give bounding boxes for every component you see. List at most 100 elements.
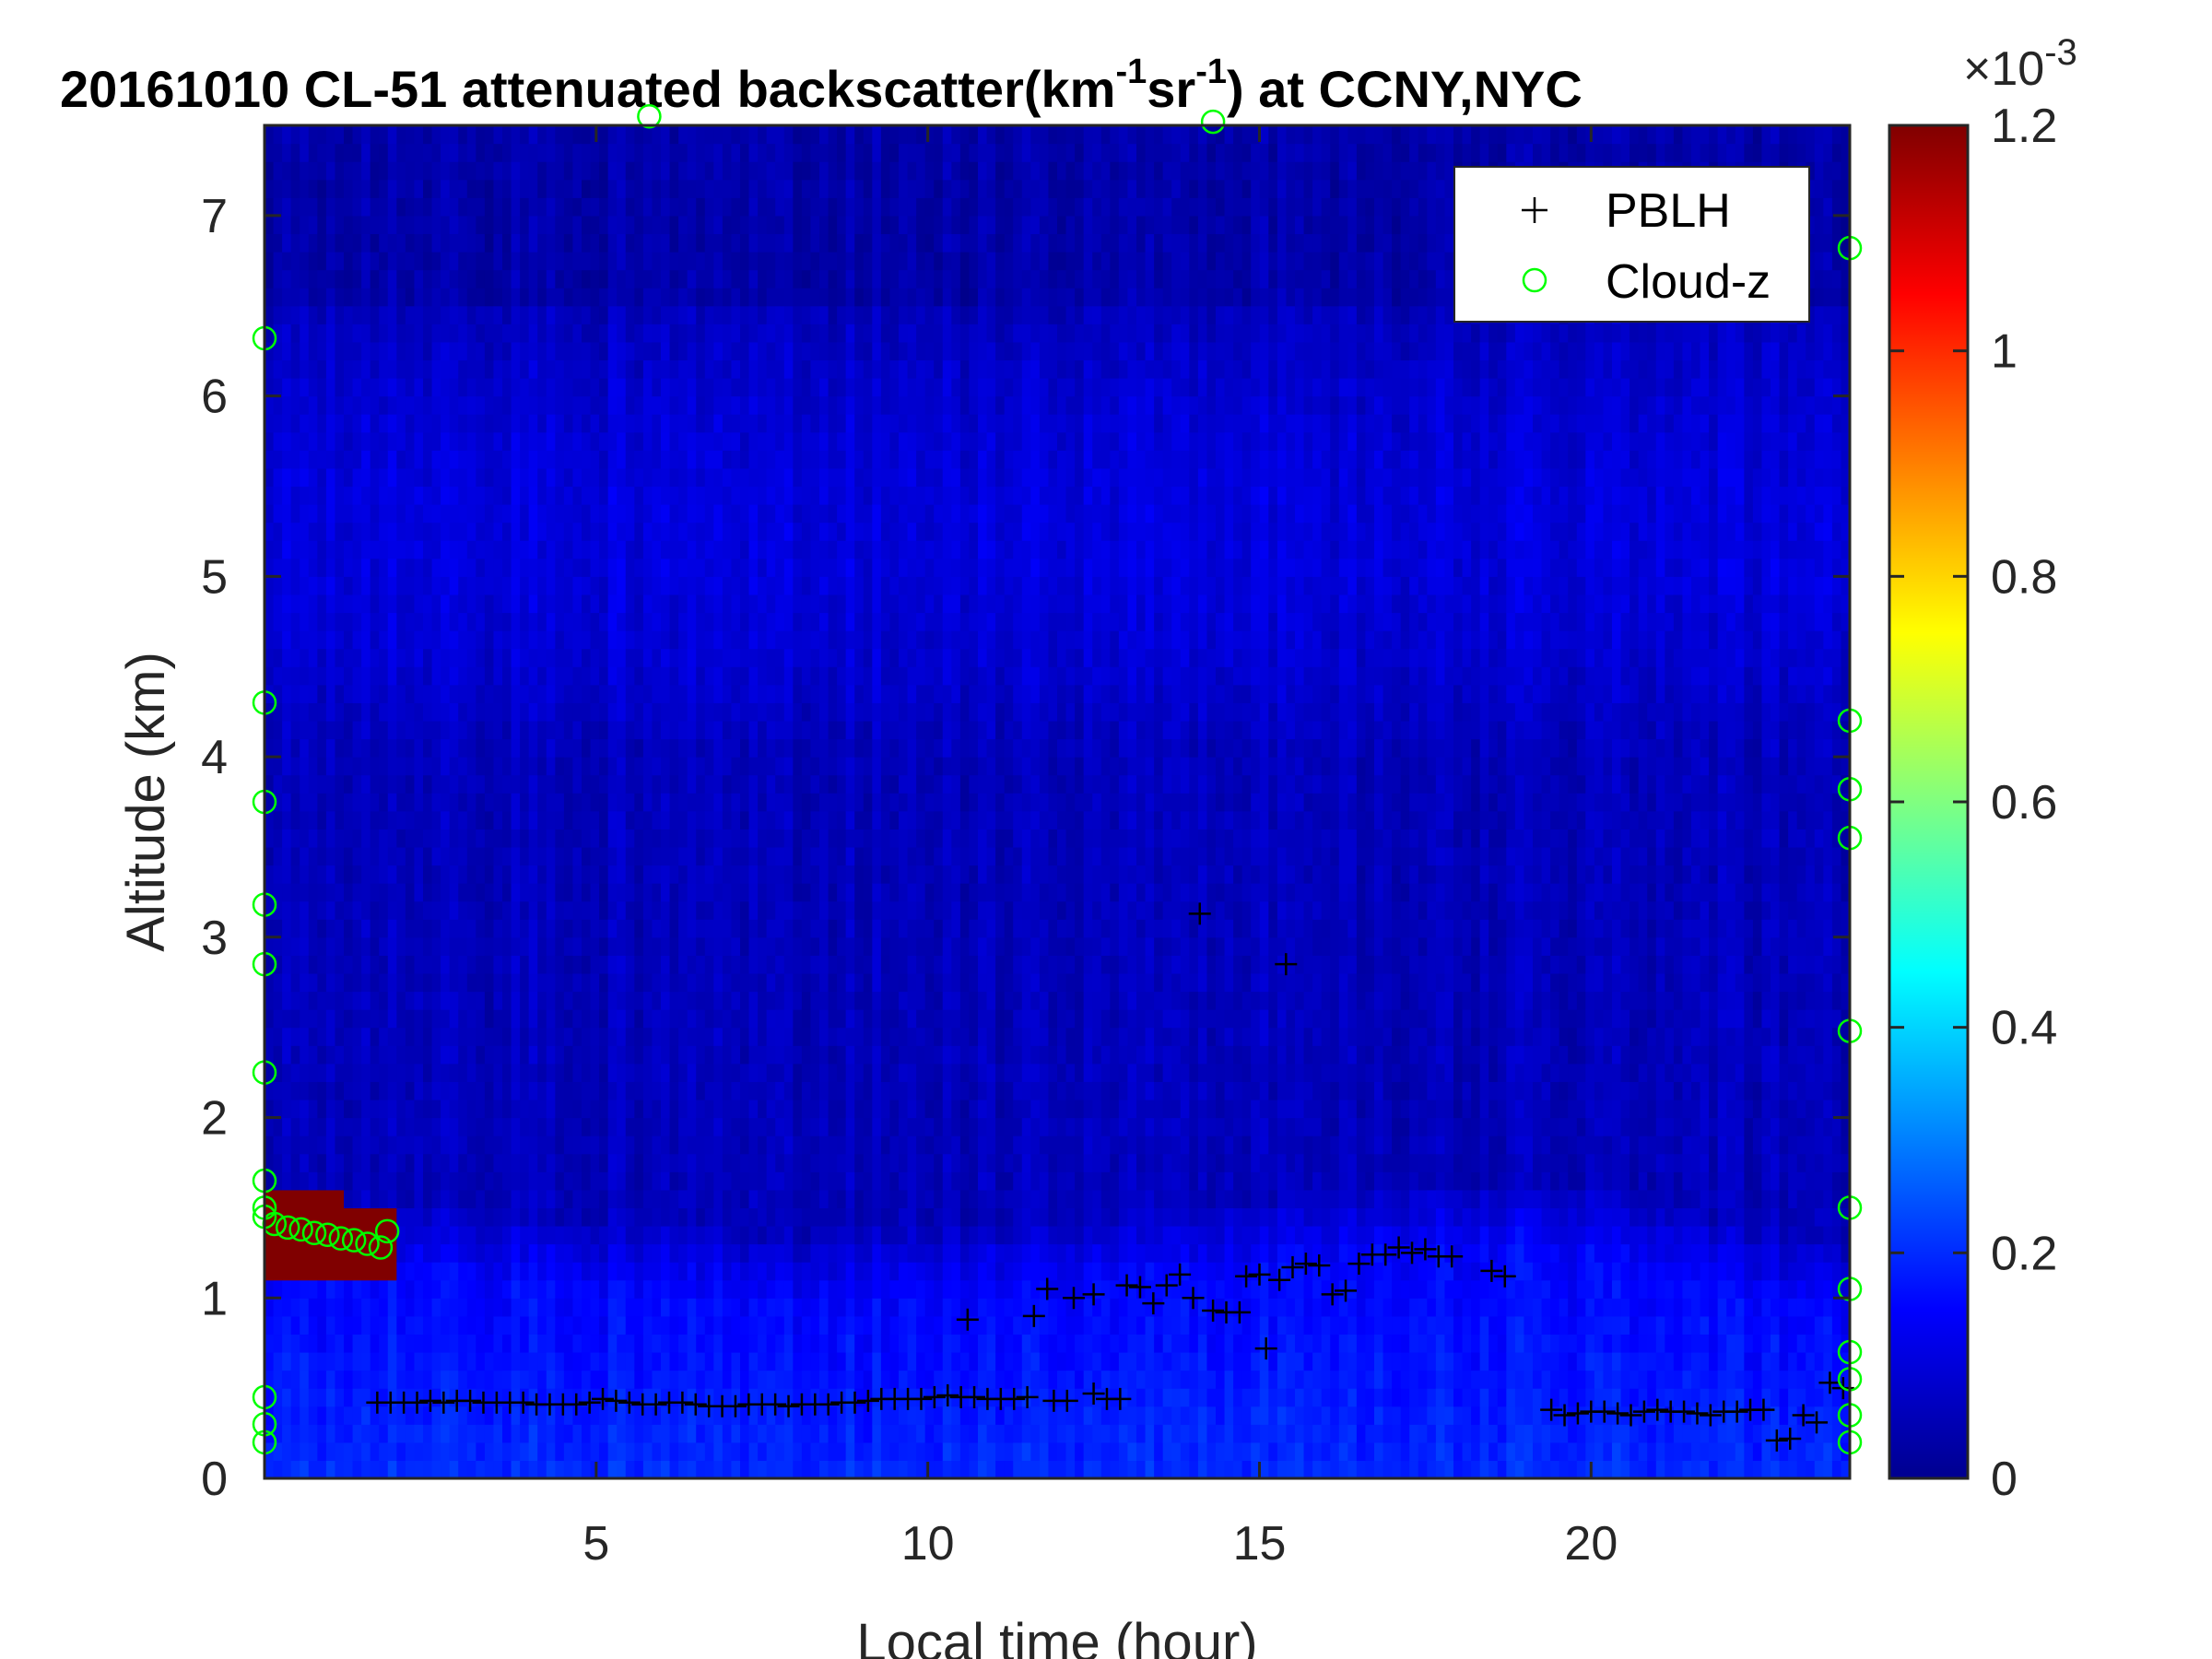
legend-box <box>1453 166 1810 323</box>
pblh-point <box>1619 1404 1642 1427</box>
pblh-point <box>764 1393 787 1416</box>
pblh-point <box>1115 1274 1138 1297</box>
pblh-point <box>459 1389 482 1412</box>
pblh-point <box>1142 1292 1165 1315</box>
pblh-point <box>1673 1400 1696 1423</box>
colorbar-tick-label: 0.2 <box>1991 1227 2057 1280</box>
pblh-point <box>1016 1385 1039 1408</box>
colorbar-tick-label: 0 <box>1991 1453 2018 1506</box>
cloud-z-point <box>315 1222 340 1248</box>
pblh-point <box>1414 1238 1437 1261</box>
pblh-point <box>963 1385 986 1408</box>
pblh-point <box>923 1385 946 1408</box>
pblh-point <box>565 1393 588 1416</box>
x-tick-label: 20 <box>1564 1517 1618 1571</box>
pblh-point <box>1493 1265 1516 1288</box>
colorbar-tick-label: 1 <box>1991 325 2018 379</box>
pblh-point <box>1566 1402 1589 1425</box>
pblh-point <box>1202 1299 1225 1322</box>
pblh-point <box>1022 1304 1045 1327</box>
pblh-point <box>936 1383 959 1406</box>
pblh-point <box>1169 1263 1192 1286</box>
pblh-point <box>1818 1371 1841 1394</box>
pblh-point <box>1128 1276 1151 1299</box>
legend-label-cloud-z: Cloud-z <box>1606 255 1771 309</box>
pblh-point <box>1275 953 1298 976</box>
pblh-point <box>1593 1400 1616 1423</box>
pblh-point <box>406 1391 429 1414</box>
plot-frame <box>263 124 1852 1480</box>
pblh-point <box>432 1391 455 1414</box>
pblh-point <box>1725 1400 1748 1423</box>
x-axis: 5 10 15 20 <box>582 125 1618 1571</box>
pblh-point <box>910 1387 933 1410</box>
pblh-point <box>1480 1259 1503 1282</box>
pblh-point <box>644 1393 667 1416</box>
pblh-point <box>1294 1253 1317 1276</box>
pblh-point <box>671 1391 694 1414</box>
legend-circle-icon <box>1522 267 1547 293</box>
pblh-point <box>1606 1402 1630 1425</box>
cloud-z-point <box>637 103 662 129</box>
colorbar-tick-label: 0.6 <box>1991 776 2057 830</box>
pblh-point <box>1387 1236 1410 1259</box>
pblh-point <box>1082 1382 1105 1406</box>
pblh-point <box>578 1391 601 1414</box>
pblh-point <box>1632 1400 1655 1423</box>
backscatter-heatmap <box>265 125 1850 1478</box>
pblh-point <box>1765 1429 1788 1452</box>
x-tick-label: 15 <box>1233 1517 1287 1571</box>
x-axis-label: Local time (hour) <box>856 1613 1257 1659</box>
pblh-point <box>843 1391 866 1414</box>
pblh-point <box>1003 1387 1026 1410</box>
pblh-point <box>1062 1287 1085 1310</box>
pblh-point <box>684 1393 707 1416</box>
pblh-point <box>1188 902 1211 925</box>
pblh-point <box>1335 1279 1358 1302</box>
pblh-point <box>1646 1398 1669 1421</box>
pblh-point <box>1792 1404 1815 1427</box>
chart-title: 20161010 CL-51 attenuated backscatter(km… <box>60 53 1583 118</box>
pblh-point <box>724 1394 747 1418</box>
y-tick-label: 7 <box>201 190 228 243</box>
pblh-point <box>418 1389 441 1412</box>
y-tick-label: 4 <box>201 731 228 784</box>
pblh-point <box>1281 1255 1304 1278</box>
y-tick-label: 5 <box>201 550 228 604</box>
cloud-z-point <box>374 1218 400 1244</box>
colorbar-exponent: ×10-3 <box>1963 32 2077 96</box>
pblh-point <box>1109 1387 1132 1410</box>
cloud-z-point <box>1200 109 1226 135</box>
pblh-point <box>592 1387 615 1410</box>
y-tick-label: 1 <box>201 1272 228 1325</box>
pblh-point <box>1401 1241 1424 1265</box>
y-tick-label: 3 <box>201 912 228 965</box>
pblh-point <box>1155 1274 1178 1297</box>
x-tick-label: 10 <box>901 1517 955 1571</box>
colorbar-tick-label: 1.2 <box>1991 100 2057 153</box>
pblh-point <box>618 1391 641 1414</box>
cloud-z-point <box>328 1226 354 1251</box>
pblh-point <box>1268 1268 1291 1291</box>
pblh-point <box>512 1391 535 1414</box>
pblh-point <box>1254 1337 1277 1360</box>
pblh-point <box>1235 1265 1258 1288</box>
pblh-point <box>1699 1404 1722 1427</box>
cloud-z-point <box>355 1231 380 1256</box>
pblh-point <box>777 1394 800 1418</box>
y-axis-label: Altitude (km) <box>116 652 176 952</box>
pblh-point <box>1752 1398 1775 1421</box>
colorbar-tick-label: 0.4 <box>1991 1002 2057 1055</box>
legend-label-pblh: PBLH <box>1606 184 1731 238</box>
pblh-point <box>817 1393 840 1416</box>
pblh-point <box>1347 1253 1371 1276</box>
colorbar-tick-label: 0.8 <box>1991 550 2057 604</box>
cloud-z-point <box>368 1235 394 1260</box>
pblh-point <box>1441 1245 1464 1268</box>
pblh-point <box>1055 1389 1078 1412</box>
x-tick-label: 5 <box>582 1517 609 1571</box>
cloud-z-point <box>275 1215 300 1241</box>
pblh-point <box>1228 1300 1251 1324</box>
pblh-point <box>1321 1283 1344 1306</box>
